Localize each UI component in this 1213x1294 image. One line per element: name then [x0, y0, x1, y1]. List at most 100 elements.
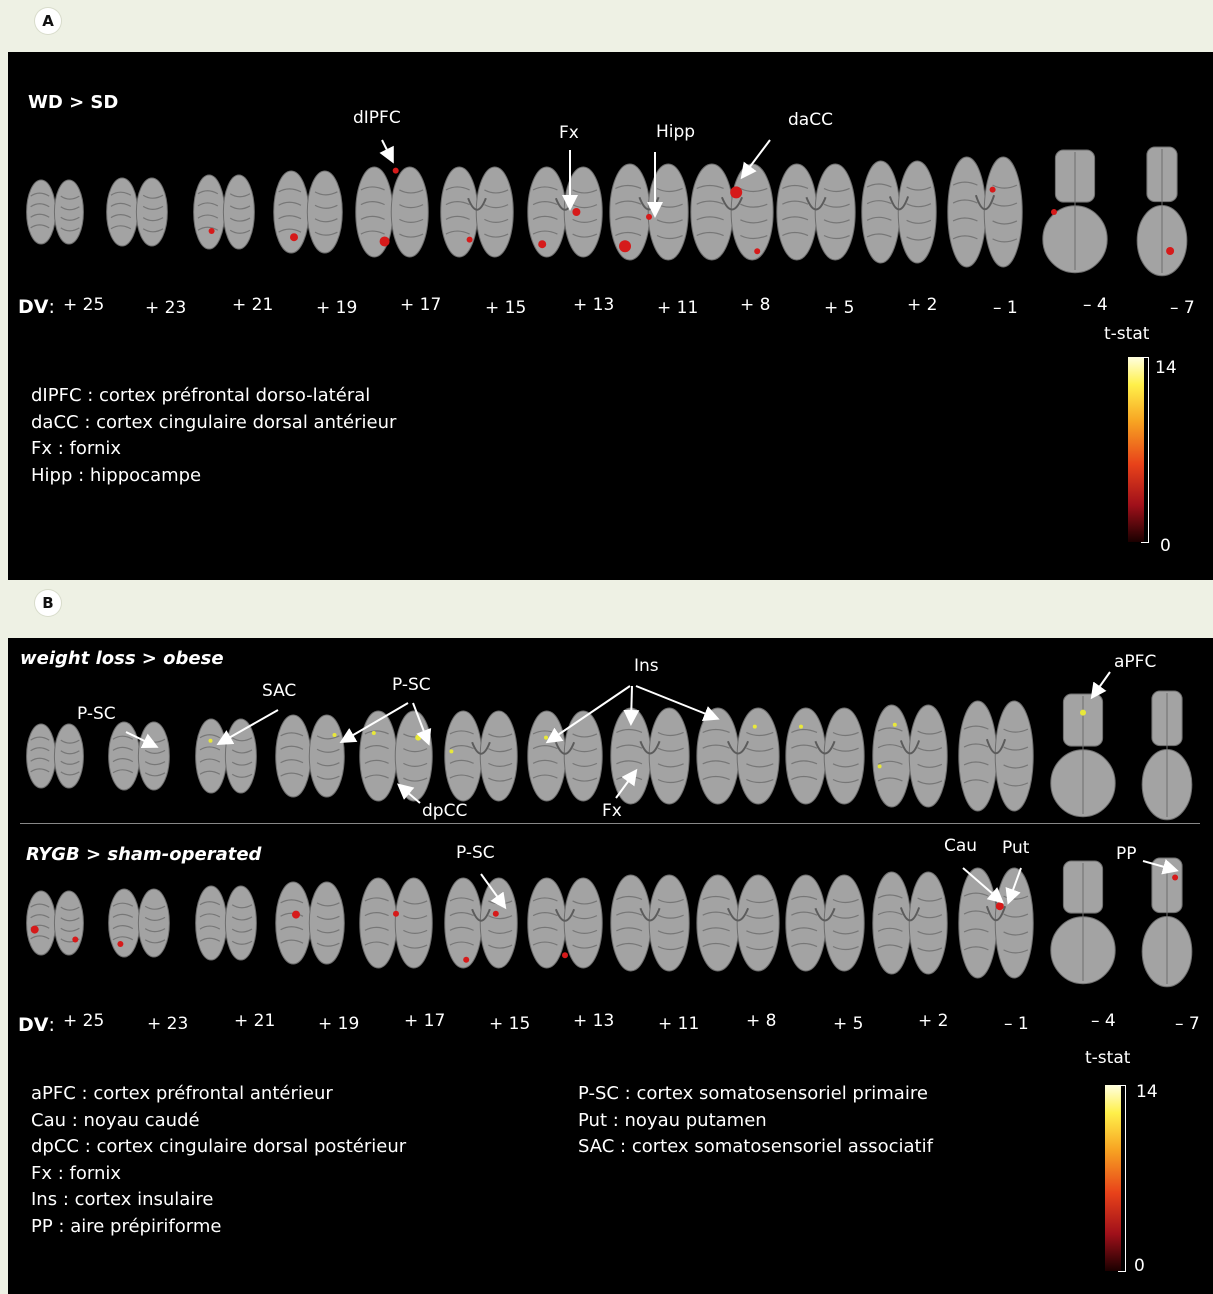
colorbar	[1128, 357, 1144, 542]
brain-slice-11	[872, 871, 948, 975]
annotation-psc-1: P-SC	[77, 704, 116, 724]
dv-value: + 25	[63, 295, 105, 315]
dv-value: + 13	[573, 295, 615, 315]
brain-slice-1	[26, 723, 84, 789]
annotation-hipp: Hipp	[656, 122, 696, 142]
colorbar	[1105, 1085, 1121, 1271]
brain-slice-11	[861, 160, 937, 264]
legend-entry: Fx : fornix	[31, 438, 122, 459]
brain-slice-13	[1050, 693, 1116, 818]
legend-entry: dIPFC : cortex préfrontal dorso-latéral	[31, 385, 371, 406]
dv-value: + 23	[147, 1014, 189, 1034]
brain-slice-4	[275, 881, 345, 965]
brain-slice-5	[355, 166, 429, 258]
annotation-psc-3: P-SC	[456, 843, 495, 863]
brain-slice-7	[527, 166, 603, 258]
legend-entry: Hipp : hippocampe	[31, 464, 202, 486]
brain-slice-10	[785, 707, 865, 805]
annotation-dlpfc: dIPFC	[353, 108, 401, 128]
legend-entry: aPFC : cortex préfrontal antérieur	[31, 1083, 333, 1104]
brain-slice-2	[106, 177, 168, 247]
annotation-apfc: aPFC	[1114, 652, 1157, 672]
annotation-dacc: daCC	[788, 110, 833, 130]
panel-a: WD > SD dIPFC Fx Hipp daCC DV: + 25 + 23 +…	[8, 52, 1213, 580]
brain-slice-9	[696, 707, 780, 805]
brain-slice-1	[26, 179, 84, 245]
panel-a-badge: A	[35, 8, 61, 34]
dv-value: + 11	[658, 1014, 700, 1034]
colorbar-tick-min	[1141, 542, 1149, 543]
panel-b-row2-condition: RYGB > sham-operated	[26, 844, 262, 865]
brain-slice-4	[273, 170, 343, 254]
annotation-put: Put	[1002, 838, 1030, 858]
brain-slice-1	[26, 890, 84, 956]
panel-b-row1-condition: weight loss > obese	[20, 648, 224, 669]
brain-slice-14	[1136, 146, 1188, 277]
dv-value: + 5	[824, 298, 855, 318]
brain-slice-13	[1042, 149, 1108, 274]
brain-slice-5	[359, 877, 433, 969]
legend-entry: Cau : noyau caudé	[31, 1109, 200, 1131]
annotation-pp: PP	[1116, 844, 1137, 864]
brain-slice-12	[958, 700, 1034, 812]
brain-slice-3	[193, 174, 255, 250]
colorbar-axis	[1125, 1085, 1126, 1271]
dv-value: – 7	[1175, 1014, 1200, 1034]
dv-value: + 5	[833, 1014, 864, 1034]
brain-slice-12	[947, 156, 1023, 268]
dv-value: + 19	[316, 298, 358, 318]
dv-value: + 2	[907, 295, 938, 315]
panel-b-legend-left: aPFC : cortex préfrontal antérieur Cau : …	[31, 1081, 406, 1240]
brain-slice-10	[776, 163, 856, 261]
brain-slice-6	[444, 710, 518, 802]
brain-slice-14	[1141, 690, 1193, 821]
dv-value: – 4	[1091, 1011, 1116, 1031]
colorbar-tick-min	[1118, 1271, 1126, 1272]
colorbar-max: 14	[1136, 1082, 1158, 1102]
colorbar-title: t-stat	[1085, 1048, 1131, 1068]
dv-value: + 11	[657, 298, 699, 318]
dv-value: – 4	[1083, 295, 1108, 315]
dv-value: + 8	[746, 1011, 777, 1031]
panel-a-legend: dIPFC : cortex préfrontal dorso-latéral d…	[31, 383, 396, 489]
colorbar-tick-max	[1118, 1085, 1126, 1086]
brain-slice-8	[610, 874, 690, 972]
legend-entry: daCC : cortex cingulaire dorsal antérieu…	[31, 411, 397, 433]
annotation-psc-2: P-SC	[392, 675, 431, 695]
brain-slice-10	[785, 874, 865, 972]
dv-value: + 21	[234, 1011, 276, 1031]
dv-value: – 1	[1004, 1014, 1029, 1034]
dv-value: + 25	[63, 1011, 105, 1031]
legend-entry: PP : aire prépiriforme	[31, 1215, 222, 1237]
dv-header: DV:	[18, 296, 55, 318]
brain-slice-8	[610, 707, 690, 805]
colorbar-min: 0	[1160, 536, 1171, 556]
brain-slice-6	[444, 877, 518, 969]
brain-slice-2	[108, 721, 170, 791]
annotation-sac: SAC	[262, 681, 297, 701]
brain-slice-9	[690, 163, 774, 261]
legend-entry: Put : noyau putamen	[578, 1109, 767, 1131]
panel-b-legend-right: P-SC : cortex somatosensoriel primaire Pu…	[578, 1081, 933, 1161]
brain-slice-3	[195, 885, 257, 961]
dv-value: – 7	[1170, 298, 1195, 318]
brain-slice-8	[609, 163, 689, 261]
dv-value: + 2	[918, 1011, 949, 1031]
dv-value: + 8	[740, 295, 771, 315]
brain-slice-7	[527, 877, 603, 969]
annotation-cau: Cau	[944, 836, 978, 856]
dv-value: + 15	[485, 298, 527, 318]
brain-slice-9	[696, 874, 780, 972]
annotation-fx: Fx	[602, 801, 622, 821]
legend-entry: P-SC : cortex somatosensoriel primaire	[578, 1083, 928, 1104]
dv-value: + 21	[232, 295, 274, 315]
dv-value: + 15	[489, 1014, 531, 1034]
panel-a-arrows	[379, 139, 771, 218]
dv-value: + 19	[318, 1014, 360, 1034]
legend-entry: SAC : cortex somatosensoriel associatif	[578, 1136, 933, 1157]
brain-slice-6	[440, 166, 514, 258]
legend-entry: dpCC : cortex cingulaire dorsal postérie…	[31, 1136, 407, 1157]
dv-value: + 17	[400, 295, 442, 315]
brain-slice-4	[275, 714, 345, 798]
dv-value: – 1	[993, 298, 1018, 318]
